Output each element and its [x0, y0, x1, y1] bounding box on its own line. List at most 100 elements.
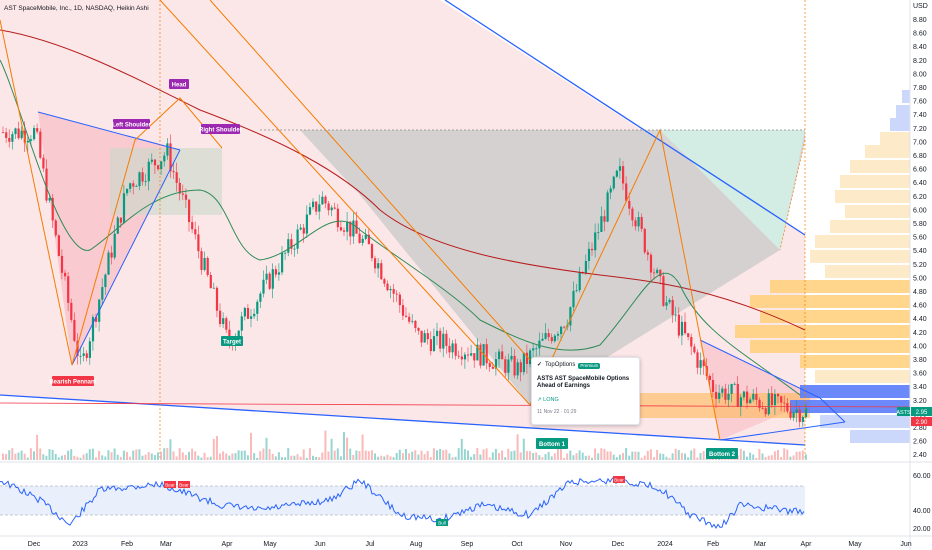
volume-bar [364, 450, 367, 460]
volume-bar [70, 449, 73, 460]
volume-bar [33, 451, 35, 460]
price-tick-label: 4.60 [913, 303, 927, 310]
price-tick-label: 4.80 [913, 289, 927, 296]
time-tick-label: 2024 [657, 541, 673, 548]
candle-body [346, 221, 349, 232]
volume-bar [699, 453, 702, 460]
volume-bar [491, 452, 494, 460]
candle-body [715, 391, 718, 399]
candle-body [296, 229, 299, 249]
candle-body [39, 131, 42, 158]
pennant-upper [37, 111, 181, 151]
volume-bar [463, 449, 466, 460]
candle-body [250, 316, 253, 319]
volume-bar [739, 448, 742, 460]
candle-body [525, 352, 529, 365]
candle-body [690, 336, 693, 347]
price-tick-label: 4.40 [913, 316, 927, 323]
volume-bar [191, 448, 194, 460]
candle-body [169, 143, 172, 172]
volume-profile-bar [830, 220, 910, 233]
candle-body [73, 319, 76, 341]
candle-body [163, 155, 166, 162]
candle-body [773, 393, 777, 406]
candle-body [795, 409, 798, 413]
volume-bar [144, 454, 147, 460]
candle-body [408, 316, 411, 322]
label-bearish-pennant: Bearish Pennant [49, 376, 97, 386]
candle-body [321, 196, 324, 205]
candle-body [222, 318, 225, 325]
candle-body [792, 412, 795, 418]
price-tick-label: 7.40 [913, 112, 927, 119]
candle-body [711, 380, 715, 392]
volume-bar [392, 457, 395, 460]
volume-bar [188, 451, 190, 460]
candle-body [798, 409, 801, 422]
volume-bar [160, 451, 163, 460]
volume-bar [5, 453, 8, 460]
volume-bar [609, 451, 612, 460]
volume-bar [349, 448, 352, 460]
candle-body [95, 317, 98, 322]
candle-body [305, 214, 308, 234]
volume-bar [684, 453, 686, 460]
candle-body [160, 161, 163, 170]
pennant-lower [71, 149, 181, 366]
candle-body [259, 293, 262, 302]
volume-bar [194, 451, 197, 460]
candle-body [504, 359, 507, 373]
volume-bar [271, 453, 274, 460]
candle-body [535, 348, 538, 350]
candle-body [649, 254, 653, 273]
candle-body [336, 208, 339, 228]
candle-body [370, 244, 374, 259]
volume-bar [237, 450, 240, 460]
candle-body [451, 343, 454, 353]
candle-body [603, 216, 606, 222]
volume-bar [488, 457, 491, 460]
volume-bar [436, 450, 438, 460]
candle-body [600, 216, 603, 232]
volume-bar [333, 450, 336, 460]
volume-bar [305, 457, 308, 460]
volume-bar [358, 451, 361, 460]
volume-bar [262, 448, 265, 460]
candle-body [122, 193, 126, 223]
candle-body [445, 333, 448, 346]
price-tick-label: 8.80 [913, 17, 927, 24]
candle-body [150, 159, 153, 162]
candle-body [290, 239, 293, 249]
volume-bar [445, 449, 448, 460]
volume-bar [119, 456, 122, 460]
candle-body [708, 375, 711, 381]
candle-body [749, 399, 752, 404]
candle-body [519, 362, 522, 373]
volume-profile-bar [896, 105, 910, 118]
news-source: TopOptions [545, 362, 576, 368]
candle-body [643, 228, 646, 253]
volume-bar [42, 454, 45, 460]
price-tick-label: 6.00 [913, 207, 927, 214]
candle-body [646, 252, 649, 255]
volume-bar [157, 452, 159, 460]
news-card[interactable]: ✓ TopOptions Premium ASTS AST SpaceMobil… [531, 357, 640, 425]
volume-bar [54, 453, 57, 460]
news-headline[interactable]: ASTS AST SpaceMobile Options Ahead of Ea… [537, 375, 630, 390]
candle-body [392, 289, 395, 294]
ticker-tag: ASTS [896, 407, 911, 416]
volume-bar [513, 450, 516, 460]
volume-profile-bar [845, 205, 910, 218]
triangle-lower [719, 421, 846, 441]
volume-bar [572, 455, 575, 460]
resistance-red [0, 402, 911, 408]
volume-bar [792, 455, 795, 460]
candle-body [352, 220, 355, 237]
volume-bar [749, 452, 752, 460]
symbol-title: AST SpaceMobile, Inc., 1D, NASDAQ, Heiki… [4, 5, 149, 12]
volume-bar [591, 457, 593, 460]
price-tick-label: 5.60 [913, 235, 927, 242]
candle-body [116, 217, 119, 234]
candle-body [448, 345, 451, 353]
